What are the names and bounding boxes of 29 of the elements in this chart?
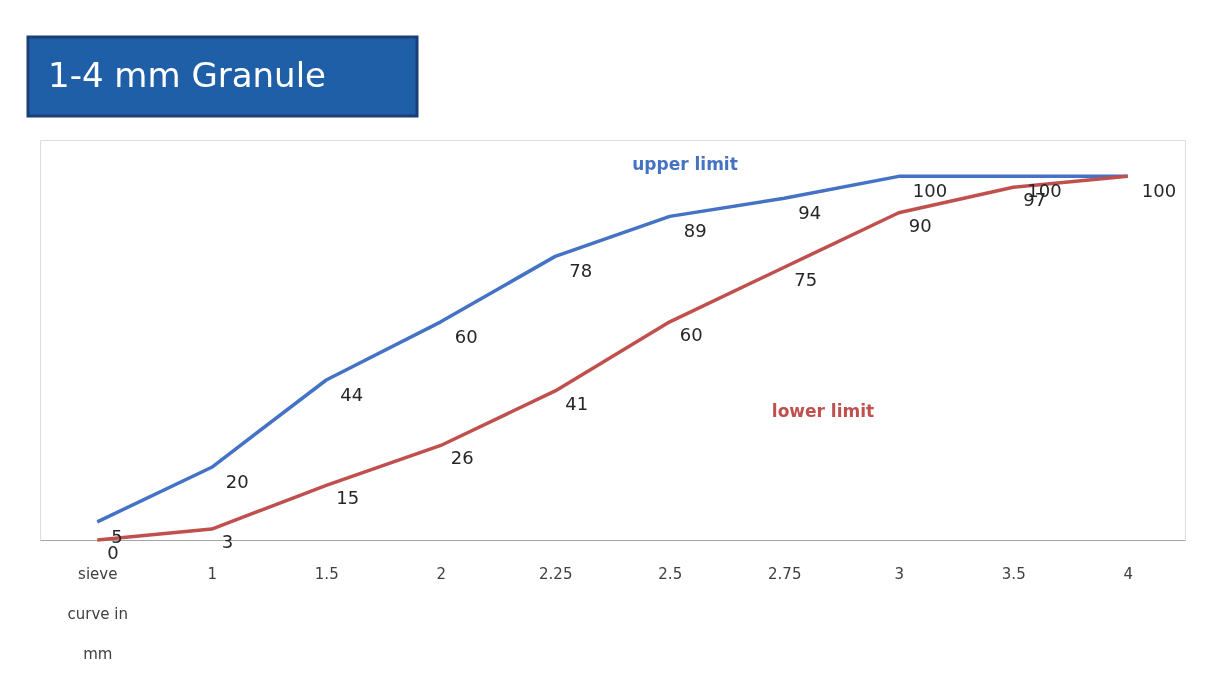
data-label: 90 <box>908 214 932 236</box>
data-label: 0 <box>107 542 119 563</box>
x-tick-label: 2.75 <box>768 564 802 583</box>
text: lower limit <box>771 401 875 421</box>
data-label: 78 <box>569 260 593 282</box>
data-label: 44 <box>340 384 364 405</box>
x-tick-label: 4 <box>1123 564 1134 583</box>
data-label: 100 <box>1141 180 1177 202</box>
series-label: upper limit <box>632 154 738 174</box>
x-tick-label: 3.5 <box>1001 564 1026 583</box>
chart-title: 1-4 mm Granule <box>48 55 327 95</box>
data-label: 94 <box>798 202 822 224</box>
data-label: 100 <box>912 180 948 202</box>
x-tick-label: 2.25 <box>539 564 573 583</box>
data-label: 60 <box>454 325 478 347</box>
category-label: sieve curve in mm <box>67 564 128 663</box>
x-tick-label: 3 <box>894 564 905 583</box>
data-label: 15 <box>336 487 360 509</box>
x-tick-label: 2 <box>436 564 447 583</box>
data-label: 75 <box>794 269 818 291</box>
data-label: 41 <box>565 392 589 414</box>
data-label: 20 <box>225 471 249 493</box>
data-label: 3 <box>221 531 234 553</box>
data-label: 89 <box>683 220 707 242</box>
data-label: 26 <box>450 447 474 469</box>
data-label: 60 <box>679 323 703 345</box>
x-tick-label: 2.5 <box>658 564 683 583</box>
x-tick-label: 1 <box>207 564 218 583</box>
x-tick-label: 1.5 <box>314 564 339 583</box>
